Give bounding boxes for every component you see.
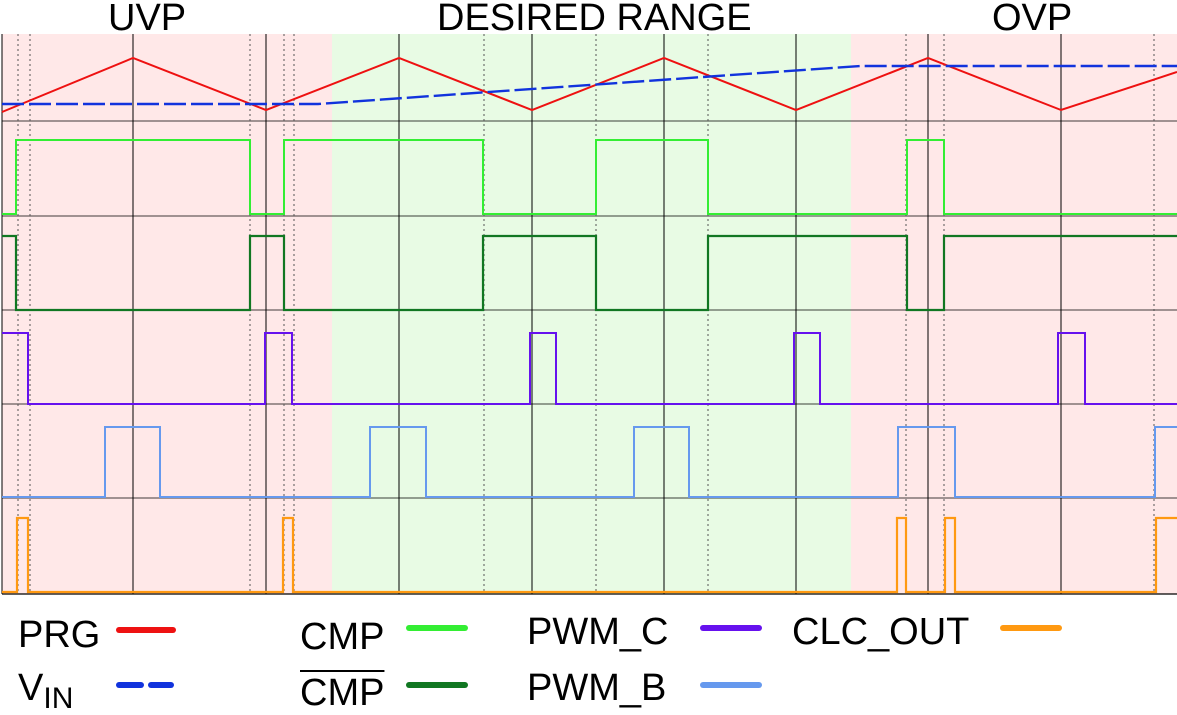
- legend-label-pwm-b: PWM_B: [527, 667, 667, 709]
- legend-label-pwm-c: PWM_C: [527, 611, 669, 653]
- legend-swatch-pwm-c: [700, 625, 762, 631]
- waveforms: [1, 56, 1177, 594]
- background-regions: [2, 34, 1177, 594]
- transition-markers: [17, 34, 1155, 594]
- vin-wave: [2, 64, 1177, 106]
- pwm-c-wave: [2, 332, 1177, 405]
- legend-swatch-cmp: [406, 625, 468, 631]
- legend-label-clc-out: CLC_OUT: [792, 611, 970, 653]
- legend-swatch-pwm-b: [700, 682, 762, 688]
- pwm-b-wave: [2, 426, 1177, 498]
- legend-swatch-vin-b: [148, 682, 174, 688]
- legend-label-cmp: CMP: [300, 616, 385, 658]
- region-label-ovp: OVP: [992, 0, 1073, 39]
- legend-swatch-vin-a: [116, 682, 144, 688]
- legend-swatch-cmp-bar: [406, 682, 468, 688]
- region-ovp: [851, 34, 1177, 594]
- legend-swatch-clc-out: [1000, 625, 1062, 631]
- region-uvp: [2, 34, 332, 594]
- legend-label-cmp-bar: CMP: [300, 672, 385, 714]
- legend-label-prg: PRG: [18, 614, 101, 656]
- legend-label-vin: VIN: [18, 667, 74, 715]
- region-label-uvp: UVP: [108, 0, 187, 39]
- region-desired-range: [332, 34, 851, 594]
- region-label-desired-range: DESIRED RANGE: [437, 0, 752, 39]
- cmp-wave: [2, 139, 1177, 215]
- legend-swatch-prg: [116, 627, 176, 633]
- clc-out-wave: [2, 516, 1177, 594]
- cmp-bar-wave: [2, 234, 1177, 312]
